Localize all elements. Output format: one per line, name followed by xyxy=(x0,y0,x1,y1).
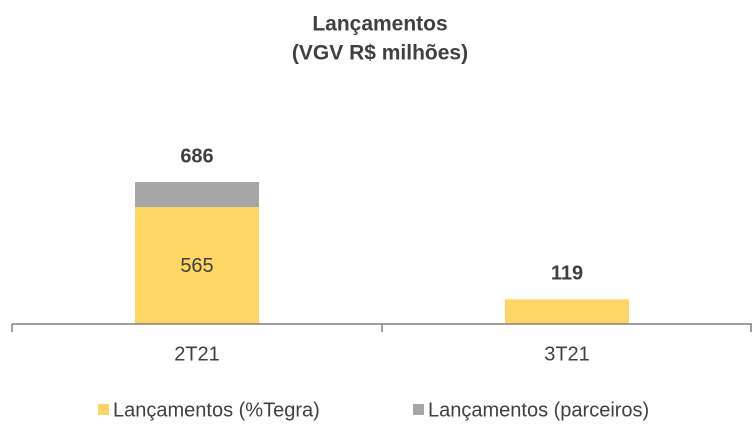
legend-swatch xyxy=(98,404,109,415)
bar-segment xyxy=(505,299,629,324)
chart-title: Lançamentos xyxy=(312,13,447,36)
bar-segment xyxy=(135,182,259,208)
bar-segment xyxy=(135,207,259,324)
x-tick-label: 2T21 xyxy=(174,343,220,365)
value-label: 565 xyxy=(180,255,213,277)
legend-label: Lançamentos (parceiros) xyxy=(428,399,649,421)
total-label: 119 xyxy=(551,263,583,285)
legend-label: Lançamentos (%Tegra) xyxy=(113,399,320,421)
x-tick-label: 3T21 xyxy=(544,343,590,365)
total-label: 686 xyxy=(180,145,213,167)
legend-swatch xyxy=(413,404,424,415)
chart-subtitle: (VGV R$ milhões) xyxy=(292,42,468,65)
